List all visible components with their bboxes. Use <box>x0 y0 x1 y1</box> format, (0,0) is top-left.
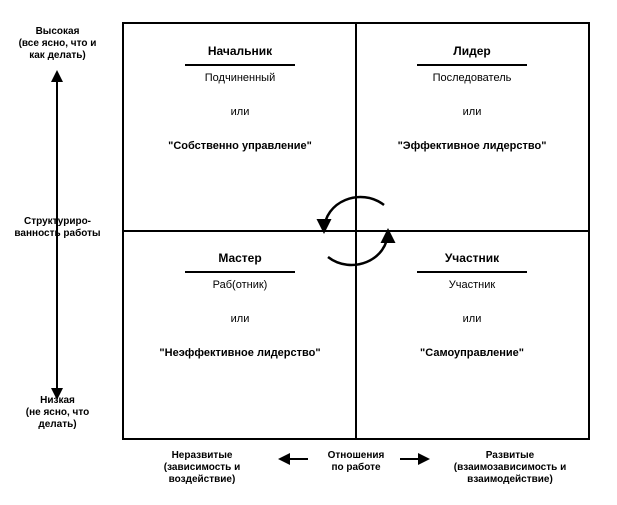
q-tr-role1: Лидер <box>364 44 580 58</box>
divider-line <box>417 271 527 273</box>
quadrant-top-left: Начальник Подчиненный или "Собственно уп… <box>124 24 356 231</box>
x-low-label: Неразвитые (зависимость и воздействие) <box>122 450 282 486</box>
q-tl-connector: или <box>132 106 348 118</box>
q-br-style: "Самоуправление" <box>364 347 580 359</box>
q-bl-connector: или <box>132 313 348 325</box>
q-br-role1: Участник <box>364 251 580 265</box>
q-br-role2: Участник <box>364 279 580 291</box>
y-arrow-down-icon <box>51 388 63 400</box>
q-tl-style: "Собственно управление" <box>132 140 348 152</box>
q-br-connector: или <box>364 313 580 325</box>
x-arrow-left-line <box>288 458 308 460</box>
divider-line <box>417 64 527 66</box>
q-tr-connector: или <box>364 106 580 118</box>
q-bl-style: "Неэффективное лидерство" <box>132 347 348 359</box>
y-axis-line <box>56 80 58 390</box>
x-high-label: Развитые (взаимозависимость и взаимодейс… <box>430 450 590 486</box>
matrix-frame: Начальник Подчиненный или "Собственно уп… <box>122 22 590 440</box>
x-axis-title: Отношения по работе <box>292 450 420 474</box>
x-arrow-right-icon <box>418 453 430 465</box>
q-tr-role2: Последователь <box>364 72 580 84</box>
divider-line <box>185 64 295 66</box>
x-arrow-right-line <box>400 458 420 460</box>
q-tl-role2: Подчиненный <box>132 72 348 84</box>
q-bl-role2: Раб(отник) <box>132 279 348 291</box>
y-low-label: Низкая (не ясно, что делать) <box>0 395 115 431</box>
q-bl-role1: Мастер <box>132 251 348 265</box>
quadrant-top-right: Лидер Последователь или "Эффективное лид… <box>356 24 588 231</box>
q-tr-style: "Эффективное лидерство" <box>364 140 580 152</box>
quadrant-bottom-right: Участник Участник или "Самоуправление" <box>356 231 588 438</box>
x-axis-labels: Неразвитые (зависимость и воздействие) О… <box>122 450 590 500</box>
divider-line <box>185 271 295 273</box>
quadrant-bottom-left: Мастер Раб(отник) или "Неэффективное лид… <box>124 231 356 438</box>
q-tl-role1: Начальник <box>132 44 348 58</box>
y-high-label: Высокая (все ясно, что и как делать) <box>0 26 115 62</box>
